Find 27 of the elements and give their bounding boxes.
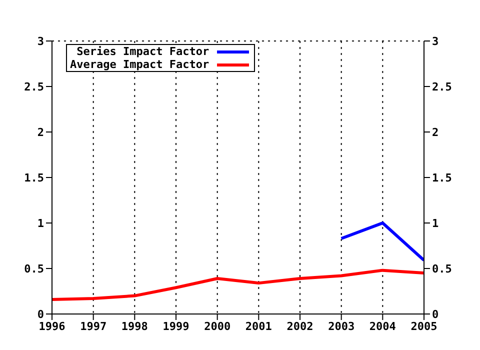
y2-tick-label: 1.5 (432, 171, 452, 184)
y2-tick-label: 2 (432, 126, 439, 139)
y2-tick-label: 0.5 (432, 262, 452, 276)
x-tick-label: 2005 (410, 320, 438, 333)
legend-label: Average Impact Factor (70, 58, 210, 71)
line-series (52, 268, 424, 301)
y2-tick-label: 1 (432, 216, 439, 230)
legend-label: Series Impact Factor (76, 45, 210, 58)
y-tick-label: 2 (37, 126, 44, 139)
x-tick-label: 1996 (38, 320, 66, 333)
y-tick-label: 1 (37, 216, 44, 230)
y2-tick-label: 3 (432, 34, 439, 48)
x-tick-label: 2003 (328, 320, 355, 333)
y-tick-label: 0.5 (24, 262, 44, 276)
y-tick-label: 0 (37, 308, 44, 321)
x-tick-label: 1999 (162, 320, 190, 333)
x-tick-label: 1997 (80, 320, 107, 333)
y2-tick-label: 2.5 (432, 80, 452, 94)
y-tick-label: 1.5 (24, 171, 44, 184)
x-tick-label: 2000 (204, 320, 231, 333)
x-tick-label: 2001 (245, 320, 272, 333)
y-tick-label: 2.5 (24, 80, 44, 94)
x-tick-label: 1998 (121, 320, 148, 333)
x-tick-label: 2002 (286, 320, 314, 333)
x-tick-label: 2004 (369, 320, 396, 333)
y-tick-label: 3 (37, 34, 44, 48)
y2-tick-label: 0 (432, 308, 439, 321)
